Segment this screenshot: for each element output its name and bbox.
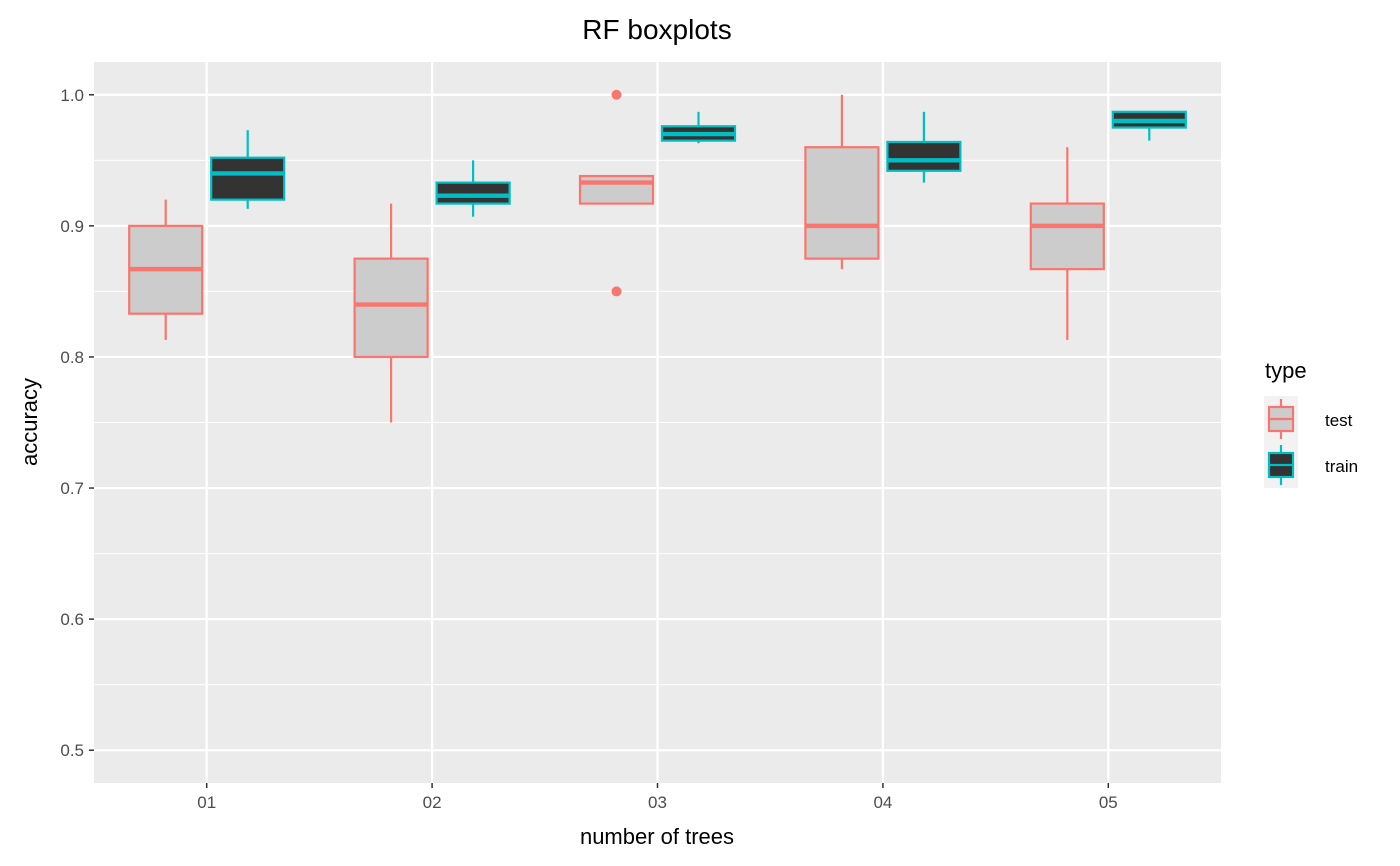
box-train-01 (210, 130, 286, 209)
x-tick-label: 02 (423, 793, 442, 812)
y-tick-label: 1.0 (60, 86, 84, 105)
y-axis: 0.5 0.6 0.7 0.8 0.9 1.0 (60, 86, 94, 760)
box-body (353, 257, 429, 359)
chart-title: RF boxplots (582, 14, 731, 45)
box-body (1029, 202, 1105, 271)
box-test-01 (128, 199, 204, 340)
box-train-02 (435, 160, 511, 217)
outlier-point (611, 89, 622, 100)
box-train-04 (886, 111, 962, 183)
x-tick-label: 01 (197, 793, 216, 812)
legend-entry-train: train (1264, 442, 1358, 488)
box-test-04 (804, 94, 880, 270)
x-tick-label: 04 (873, 793, 892, 812)
box-train-03 (660, 111, 737, 144)
legend-label: test (1325, 411, 1353, 430)
y-tick-label: 0.8 (60, 348, 84, 367)
x-axis: 01 02 03 04 05 (197, 783, 1118, 812)
box-body (804, 146, 880, 260)
box-test-05 (1029, 147, 1105, 340)
x-tick-label: 03 (648, 793, 667, 812)
x-axis-title: number of trees (580, 824, 734, 849)
box-body (435, 181, 511, 205)
outlier-point (611, 286, 622, 297)
box-body (886, 140, 962, 172)
legend: type test train (1264, 358, 1358, 488)
box-layer (128, 89, 1187, 423)
y-axis-title: accuracy (17, 378, 42, 466)
y-tick-label: 0.9 (60, 217, 84, 236)
box-body (210, 156, 286, 201)
box-test-02 (353, 203, 429, 423)
legend-entry-test: test (1264, 396, 1353, 442)
x-tick-label: 05 (1099, 793, 1118, 812)
y-tick-label: 0.7 (60, 479, 84, 498)
y-tick-label: 0.6 (60, 610, 84, 629)
box-test-03 (578, 89, 655, 297)
box-train-05 (1111, 110, 1187, 141)
legend-title: type (1265, 358, 1307, 383)
y-tick-label: 0.5 (60, 741, 84, 760)
legend-label: train (1325, 457, 1358, 476)
box-body (578, 174, 655, 205)
